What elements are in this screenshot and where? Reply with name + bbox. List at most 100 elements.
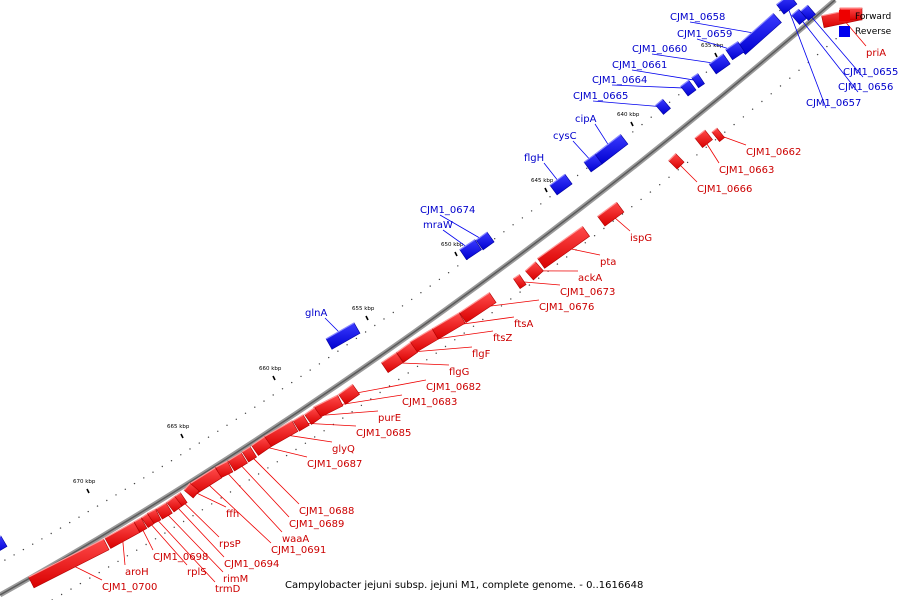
gene-label-cjm1-0661[interactable]: CJM1_0661 <box>612 60 667 71</box>
gene-label-flgh[interactable]: flgH <box>524 153 544 164</box>
minor-tick <box>521 217 524 219</box>
gene-cjm1-0658-highlight <box>737 13 774 47</box>
minor-tick <box>342 417 344 419</box>
gene-ispg-highlight <box>597 201 618 217</box>
gene-label-cjm1-0665[interactable]: CJM1_0665 <box>573 91 628 102</box>
gene-cjm1-0664-highlight <box>680 79 690 87</box>
gene-label-cjm1-0662[interactable]: CJM1_0662 <box>746 147 801 158</box>
gene-cipa-feature <box>594 134 629 165</box>
minor-tick <box>69 521 71 524</box>
gene-rimm-leader-line <box>163 510 224 573</box>
gene-label-glna[interactable]: glnA <box>305 308 327 319</box>
gene-cjm1-0666-highlight <box>668 153 677 162</box>
gene-label-cjm1-0689[interactable]: CJM1_0689 <box>289 519 344 530</box>
gene-label-trmd[interactable]: trmD <box>215 584 241 595</box>
minor-tick <box>285 454 288 457</box>
gene-label-pure[interactable]: purE <box>378 413 401 424</box>
gene-label-cjm1-0658[interactable]: CJM1_0658 <box>670 12 725 23</box>
gene-label-cjm1-0663[interactable]: CJM1_0663 <box>719 165 774 176</box>
gene-label-pta[interactable]: pta <box>600 257 616 268</box>
minor-tick <box>761 100 763 103</box>
gene-cjm1-0676-highlight <box>459 292 490 314</box>
minor-tick <box>438 278 441 281</box>
gene-label-flgg[interactable]: flgG <box>449 367 469 378</box>
gene-label-cjm1-0673[interactable]: CJM1_0673 <box>560 287 615 298</box>
gene-cjm1-0665-highlight <box>655 98 664 106</box>
gene-ffh-highlight <box>183 482 191 491</box>
gene-label-cjm1-0685[interactable]: CJM1_0685 <box>356 428 411 439</box>
gene-cjm1-0660-highlight <box>708 53 724 65</box>
minor-tick <box>659 184 661 186</box>
gene-label-cjm1-0694[interactable]: CJM1_0694 <box>224 559 279 570</box>
minor-tick <box>503 231 505 233</box>
gene-acka-highlight <box>524 261 536 272</box>
minor-tick <box>668 101 671 104</box>
kbp-label: 670 kbp <box>73 479 96 485</box>
gene-label-rpsp[interactable]: rpsP <box>219 539 241 550</box>
gene-cjm1-0662-highlight <box>711 127 718 133</box>
minor-tick <box>463 332 465 334</box>
gene-label-cjm1-0666[interactable]: CJM1_0666 <box>697 184 752 195</box>
gene-label-cjm1-0655[interactable]: CJM1_0655 <box>843 67 898 78</box>
gene-label-cjm1-0674[interactable]: CJM1_0674 <box>420 205 475 216</box>
gene-label-cjm1-0656[interactable]: CJM1_0656 <box>838 82 893 93</box>
gene-cjm1-0664-feature <box>680 79 697 97</box>
kbp-major-tick <box>630 121 634 127</box>
gene-label-rimm[interactable]: rimM <box>223 574 248 585</box>
kbp-major-tick <box>272 375 276 381</box>
minor-tick <box>189 448 191 450</box>
gene-label-cjm1-0659[interactable]: CJM1_0659 <box>677 29 732 40</box>
gene-label-ispg[interactable]: ispG <box>630 233 652 244</box>
gene-label-cjm1-0657[interactable]: CJM1_0657 <box>806 98 861 109</box>
minor-tick <box>612 220 614 222</box>
gene-label-cjm1-0683[interactable]: CJM1_0683 <box>402 397 457 408</box>
gene-cjm1-0673-highlight <box>513 274 520 280</box>
gene-label-mraw[interactable]: mraW <box>423 220 453 231</box>
gene-waaa-highlight <box>215 460 228 468</box>
gene-label-cjm1-0700[interactable]: CJM1_0700 <box>102 582 157 593</box>
minor-tick <box>540 203 542 205</box>
gene-cjm1-0689-highlight <box>227 452 242 462</box>
gene-label-pria[interactable]: priA <box>866 48 886 59</box>
gene-label-ffh[interactable]: ffh <box>226 509 239 520</box>
gene-labels: priA CJM1_0655 CJM1_0656 CJM1_0657 CJM1_0658… <box>102 12 898 595</box>
gene-label-flgf[interactable]: flgF <box>472 349 491 360</box>
gene-ftsz-highlight <box>409 328 433 343</box>
gene-pta-highlight <box>537 226 583 259</box>
gene-feature <box>0 535 8 551</box>
gene-label-glyq[interactable]: glyQ <box>332 444 355 455</box>
gene-label-cjm1-0688[interactable]: CJM1_0688 <box>299 506 354 517</box>
minor-tick <box>696 154 698 156</box>
gene-label-acka[interactable]: ackA <box>578 273 602 284</box>
minor-tick <box>779 85 782 87</box>
gene-label-cjm1-0660[interactable]: CJM1_0660 <box>632 44 687 55</box>
minor-tick <box>816 53 819 56</box>
gene-waaa-leader-line <box>224 469 283 533</box>
gene-label-cjm1-0691[interactable]: CJM1_0691 <box>271 545 326 556</box>
minor-tick <box>226 424 228 426</box>
minor-tick <box>304 442 307 444</box>
gene-label-ftsa[interactable]: ftsA <box>514 319 533 330</box>
minor-tick <box>124 488 127 490</box>
minor-tick <box>779 9 781 12</box>
gene-label-cysc[interactable]: cysC <box>553 131 577 142</box>
gene-label-cjm1-0676[interactable]: CJM1_0676 <box>539 302 594 313</box>
gene-label-cipa[interactable]: cipA <box>575 114 597 125</box>
gene-label-waaa[interactable]: waaA <box>282 534 309 545</box>
minor-tick <box>229 491 232 493</box>
gene-label-cjm1-0698[interactable]: CJM1_0698 <box>153 552 208 563</box>
gene-label-cjm1-0682[interactable]: CJM1_0682 <box>426 382 481 393</box>
gene-label-cjm1-0687[interactable]: CJM1_0687 <box>307 459 362 470</box>
tick-marks <box>4 1 847 600</box>
minor-tick <box>133 482 136 485</box>
minor-tick <box>115 494 117 496</box>
gene-label-aroh[interactable]: aroH <box>125 567 149 578</box>
gene-cjm1-0682-leader-line <box>349 379 427 395</box>
gene-label-cjm1-0664[interactable]: CJM1_0664 <box>592 75 647 86</box>
legend: Forward Reverse <box>839 10 892 37</box>
minor-tick <box>398 378 400 381</box>
gene-label-rpls[interactable]: rplS <box>187 567 207 578</box>
legend-reverse-label: Reverse <box>855 27 892 37</box>
gene-label-ftsz[interactable]: ftsZ <box>493 333 512 344</box>
